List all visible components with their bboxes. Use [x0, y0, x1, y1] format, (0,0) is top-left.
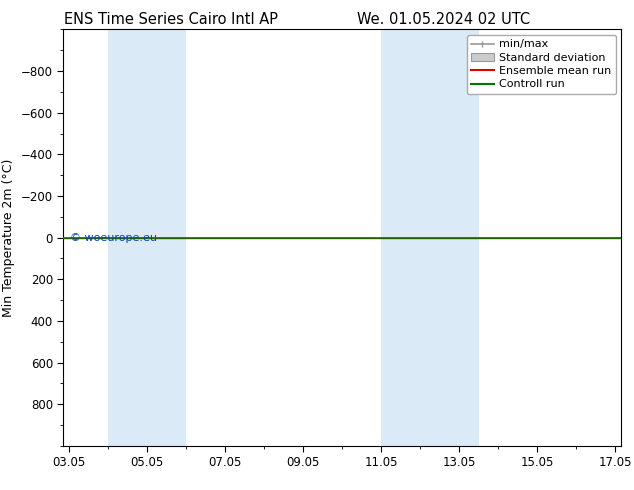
Text: © woeurope.eu: © woeurope.eu	[70, 233, 157, 243]
Legend: min/max, Standard deviation, Ensemble mean run, Controll run: min/max, Standard deviation, Ensemble me…	[467, 35, 616, 94]
Bar	[108, 29, 186, 446]
Text: We. 01.05.2024 02 UTC: We. 01.05.2024 02 UTC	[357, 12, 531, 27]
Bar	[382, 29, 479, 446]
Text: ENS Time Series Cairo Intl AP: ENS Time Series Cairo Intl AP	[64, 12, 278, 27]
Y-axis label: Min Temperature 2m (°C): Min Temperature 2m (°C)	[3, 158, 15, 317]
